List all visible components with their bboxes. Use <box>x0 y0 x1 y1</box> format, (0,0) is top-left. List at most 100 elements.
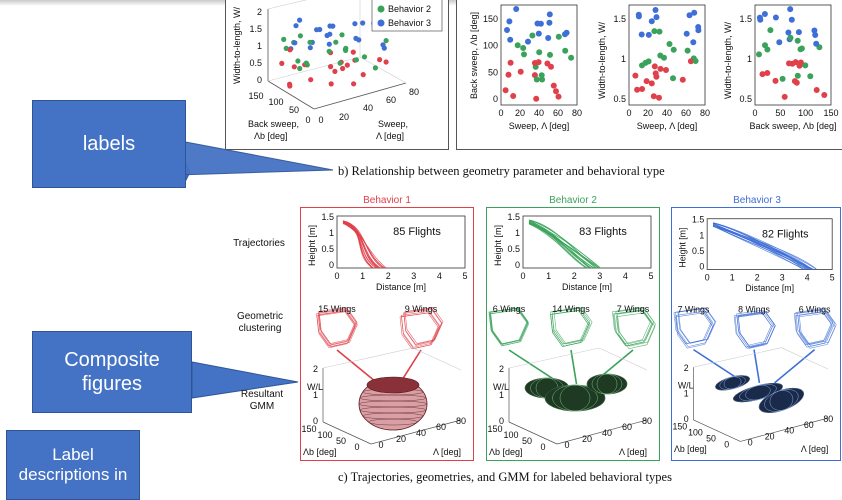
x-tick-label: 20 <box>643 108 653 118</box>
scatter-point <box>281 36 287 43</box>
plot-frame <box>500 4 578 106</box>
back-tick: 150 <box>248 91 263 101</box>
wing-outline <box>318 308 358 345</box>
labels-callout-box: labels <box>32 100 186 188</box>
scatter-point <box>776 39 783 46</box>
x-axis-label: Sweep, Λ [deg] <box>637 121 698 131</box>
x-tick-label: 4 <box>437 271 442 281</box>
scatter-point <box>314 27 320 33</box>
scatter-point <box>652 7 659 13</box>
scatter-point <box>332 68 338 74</box>
cluster-arrow <box>753 349 761 383</box>
wing-outline <box>797 309 835 346</box>
wing-outline <box>736 312 775 349</box>
wing-outline <box>553 307 593 345</box>
z-tick: 0 <box>257 75 262 85</box>
scatter-point <box>546 11 553 18</box>
scatter-point <box>648 80 655 87</box>
wing-count-label: 8 Wings <box>738 305 770 315</box>
scatter-point <box>548 63 554 70</box>
gmm-lambda-label: Λ [deg] <box>619 447 647 457</box>
gmm-back-tick: 0 <box>540 442 545 452</box>
scatter-point <box>657 65 664 72</box>
y-tick-label: 150 <box>483 14 498 24</box>
scatter-point <box>279 60 285 66</box>
scatter-point <box>772 14 779 21</box>
flight-count: 82 Flights <box>762 228 809 240</box>
mesh-line <box>596 373 618 395</box>
gmm-sweep-tick: 60 <box>622 422 632 432</box>
trajectory-frame <box>522 215 652 269</box>
trajectory-line <box>712 226 806 270</box>
y-tick-label: 1 <box>515 228 520 238</box>
gmm-back-tick: 0 <box>354 442 359 452</box>
gmm-sweep-tick: 0 <box>748 437 753 447</box>
x-tick-label: 1 <box>360 271 365 281</box>
gmm-lambda-b-label: Λb [deg] <box>303 447 337 457</box>
scatter-point <box>333 39 339 45</box>
gmm-z-tick: 0 <box>684 414 689 424</box>
gmm-sweep-tick: 80 <box>456 416 466 426</box>
scatter-point <box>535 30 542 37</box>
scatter-point <box>297 65 303 72</box>
mesh-line <box>559 384 591 412</box>
gmm-grid <box>412 347 462 371</box>
gmm-back-tick: 150 <box>301 424 316 434</box>
scatter-point <box>555 93 562 100</box>
wing-count-label: 7 Wings <box>678 305 710 315</box>
x-tick-label: 5 <box>462 271 467 281</box>
trajectory-line <box>342 221 386 269</box>
trajectory-line <box>528 220 595 269</box>
gmm-grid <box>508 347 600 369</box>
y-tick-label: 1.5 <box>613 14 626 24</box>
wing-cluster: 6 Wings <box>488 304 530 347</box>
scatter-point <box>798 45 805 52</box>
gmm-axis <box>508 421 558 445</box>
scatter-point <box>772 77 779 84</box>
scatter-point <box>326 48 332 55</box>
gmm-lambda-b-label: Λb [deg] <box>489 447 523 457</box>
behavior-2-title: Behavior 2 <box>549 195 597 206</box>
wing-cluster: 8 Wings <box>733 305 776 349</box>
y-tick-label: 0.5 <box>692 246 704 256</box>
scatter-point <box>324 32 330 39</box>
scatter-point <box>795 29 802 36</box>
behavior-1-panel: 85 Flights 1.5 1 0.5 0 0 1 2 3 4 5 Distance [m] Heig… <box>300 207 474 461</box>
x-tick-label: 1 <box>546 271 551 281</box>
wing-outline <box>615 307 655 345</box>
scatter-point <box>811 27 818 34</box>
scatter-point <box>502 87 509 94</box>
wing-outline <box>550 310 589 347</box>
scatter-point <box>330 23 336 29</box>
y-tick-label: 0.5 <box>739 94 752 104</box>
scatter-point <box>351 81 357 87</box>
wing-outline <box>401 310 440 348</box>
scatter-point <box>639 62 645 69</box>
wing-outline <box>673 308 712 345</box>
scatter-point <box>555 33 562 40</box>
x-axis-label: Back sweep, Λb [deg] <box>749 121 836 131</box>
gmm-sweep-tick: 80 <box>823 414 833 424</box>
scatter-point <box>546 19 553 26</box>
scatter-point <box>533 95 540 102</box>
y-tick-label: 0.5 <box>613 94 626 104</box>
x-tick-label: 2 <box>572 271 577 281</box>
wing-outline <box>675 312 713 349</box>
gmm-ellipsoid <box>524 373 628 412</box>
y-axis-label: Back sweep, Λb [deg] <box>469 12 479 99</box>
scatter-point <box>807 73 814 80</box>
scatter-point <box>360 72 366 78</box>
scatter-point <box>361 54 368 60</box>
wing-count-label: 9 Wings <box>405 304 438 314</box>
cluster-arrow <box>774 349 816 384</box>
scatter-point <box>787 6 794 13</box>
scatter-point <box>307 45 313 51</box>
scatter-point <box>350 49 356 55</box>
wing-outline <box>317 307 357 344</box>
scatter-point <box>377 57 383 63</box>
scatter-point <box>343 47 349 54</box>
trajectory-line <box>528 219 601 269</box>
x-tick-label: 60 <box>553 108 563 118</box>
scatter-point <box>802 62 809 69</box>
